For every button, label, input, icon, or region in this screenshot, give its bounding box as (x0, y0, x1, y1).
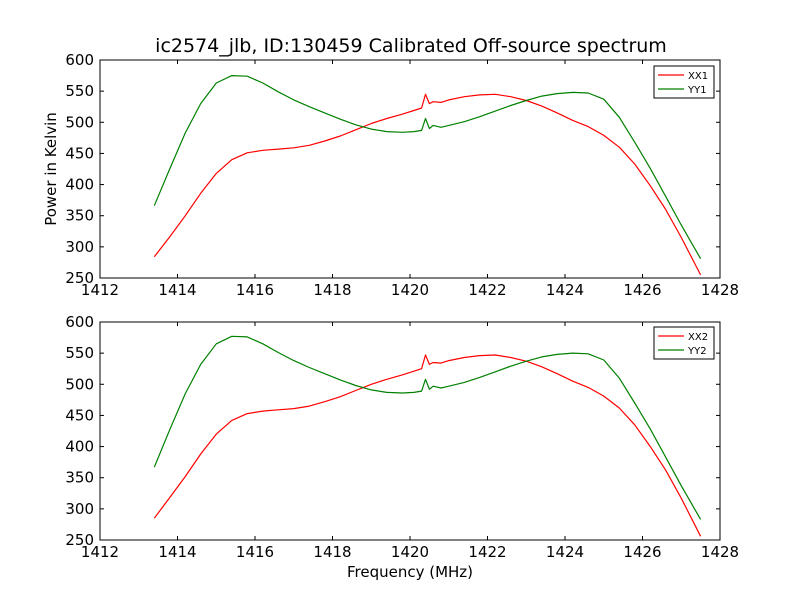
series-line-yy1 (153, 74, 702, 259)
x-tick-label: 1412 (81, 543, 119, 561)
y-axis-label: Power in Kelvin (42, 112, 60, 226)
series-line-yy2 (153, 335, 702, 520)
x-tick-label: 1416 (236, 543, 274, 561)
figure-title: ic2574_jlb, ID:130459 Calibrated Off-sou… (155, 35, 667, 57)
y-tick-label: 500 (65, 375, 94, 393)
x-tick-label: 1428 (701, 281, 739, 299)
x-tick-label: 1418 (313, 281, 351, 299)
y-tick-label: 550 (65, 344, 94, 362)
legend-label-xx2: XX2 (688, 332, 708, 343)
y-tick-label: 300 (65, 238, 94, 256)
plot-area (100, 60, 720, 278)
y-tick-label: 300 (65, 500, 94, 518)
y-tick-label: 600 (65, 313, 94, 331)
y-tick-label: 250 (65, 269, 94, 287)
plot-area (100, 322, 720, 540)
x-axis-label: Frequency (MHz) (347, 563, 473, 581)
bottom-spectrum-plot: 1412 1414 1416 1418 1420 1422 1424 1426 1428 250 3… (65, 313, 739, 561)
y-tick-label: 600 (65, 51, 94, 69)
x-tick-label: 1416 (236, 281, 274, 299)
y-tick-label: 500 (65, 113, 94, 131)
series-line-xx2 (153, 354, 702, 537)
x-tick-label: 1412 (81, 281, 119, 299)
y-tick-label: 350 (65, 207, 94, 225)
x-tick-label: 1424 (546, 281, 584, 299)
x-tick-label: 1422 (468, 543, 506, 561)
x-tick-label: 1422 (468, 281, 506, 299)
x-tick-label: 1420 (391, 281, 429, 299)
x-tick-label: 1424 (546, 543, 584, 561)
y-tick-label: 400 (65, 438, 94, 456)
y-tick-label: 450 (65, 144, 94, 162)
x-tick-label: 1428 (701, 543, 739, 561)
y-tick-label: 350 (65, 469, 94, 487)
x-tick-label: 1414 (158, 281, 196, 299)
legend-label-yy1: YY1 (687, 85, 707, 96)
x-tick-label: 1426 (623, 543, 661, 561)
legend-label-xx1: XX1 (688, 71, 708, 82)
y-tick-label: 250 (65, 531, 94, 549)
legend-box (653, 326, 715, 360)
x-tick-label: 1414 (158, 543, 196, 561)
x-tick-label: 1426 (623, 281, 661, 299)
legend-label-yy2: YY2 (687, 346, 707, 357)
legend-box (653, 65, 715, 99)
x-tick-label: 1420 (391, 543, 429, 561)
x-tick-label: 1418 (313, 543, 351, 561)
y-tick-label: 450 (65, 406, 94, 424)
series-line-xx1 (153, 93, 702, 276)
y-tick-label: 400 (65, 176, 94, 194)
y-tick-label: 550 (65, 82, 94, 100)
top-spectrum-plot: 1412 1414 1416 1418 1420 1422 1424 1426 1428 250 3… (65, 51, 739, 299)
